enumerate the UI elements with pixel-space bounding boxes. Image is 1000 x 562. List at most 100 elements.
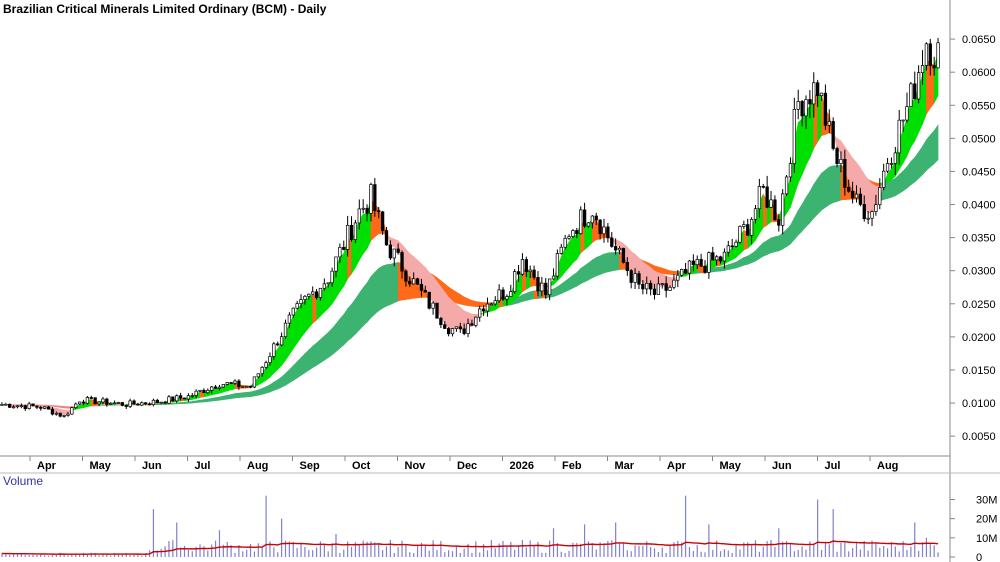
long-band-segment [160, 403, 166, 405]
volume-bar [242, 551, 244, 557]
volume-bar [440, 540, 442, 557]
candle-body [167, 396, 171, 404]
candle-body [660, 283, 664, 286]
short-band-segment [215, 387, 220, 395]
volume-bar [292, 542, 294, 557]
volume-bar [615, 522, 617, 557]
price-tick-label: 0.0550 [962, 100, 996, 112]
volume-bar [817, 499, 819, 557]
short-band-segment [339, 252, 345, 293]
volume-bar [211, 544, 213, 557]
volume-bar [191, 551, 193, 557]
long-band-segment [238, 392, 244, 398]
candle-body [248, 385, 253, 388]
volume-bar [226, 542, 228, 557]
candle-body [815, 82, 820, 97]
candle-body [738, 226, 742, 243]
candle-body [43, 406, 47, 409]
candle-body [715, 256, 719, 261]
volume-bar [863, 540, 865, 557]
candle-body [676, 274, 680, 281]
volume-bar [284, 540, 287, 557]
candle-body [353, 222, 358, 240]
volume-bar [739, 549, 741, 557]
candle-body [256, 373, 260, 378]
volume-bar [172, 540, 174, 557]
long-band-segment [382, 264, 387, 309]
volume-bar [409, 552, 411, 557]
candle-body [489, 303, 494, 306]
long-band-segment [48, 404, 53, 407]
volume-bar [323, 545, 325, 557]
price-tick-label: 0.0300 [962, 266, 996, 278]
volume-bar [747, 542, 749, 557]
month-tick-label: Sep [300, 460, 320, 472]
short-band-segment [592, 219, 597, 244]
volume-bar [700, 551, 702, 557]
volume-bar [238, 544, 240, 557]
volume-bar [642, 545, 644, 557]
long-band-segment [595, 255, 601, 277]
volume-bar [63, 554, 65, 557]
candle-body [474, 316, 478, 326]
volume-bar [886, 548, 889, 557]
volume-bar [529, 540, 531, 557]
candle-body [781, 193, 785, 226]
long-band-segment [898, 170, 904, 194]
volume-bar [420, 542, 423, 557]
candle-body [843, 158, 847, 188]
volume-bar [300, 542, 302, 557]
long-band-segment [335, 318, 341, 353]
volume-bar [413, 553, 415, 557]
long-band-segment [234, 392, 240, 399]
candle-body [540, 282, 544, 292]
volume-bar [809, 541, 811, 557]
candle-body [221, 384, 225, 388]
candle-body [516, 271, 521, 275]
long-band-segment [926, 134, 931, 172]
volume-bar [385, 546, 388, 557]
candle-body [443, 324, 447, 329]
candle-body [27, 403, 31, 409]
volume-bar [770, 540, 772, 557]
volume-bar [708, 524, 710, 557]
volume-bar [296, 548, 298, 557]
volume-bar [145, 553, 147, 557]
short-band-segment [797, 118, 803, 184]
candle-body [734, 241, 738, 247]
volume-bar [525, 547, 527, 557]
candle-body [664, 283, 668, 291]
month-tick-label: Jul [195, 460, 211, 472]
volume-bar [490, 540, 492, 557]
short-band-segment [409, 252, 414, 279]
candle-body [656, 283, 661, 295]
volume-bar [556, 543, 558, 557]
short-band-segment [856, 161, 861, 200]
volume-bar [595, 549, 597, 557]
long-band-segment [762, 239, 768, 257]
candle-body [513, 271, 517, 292]
long-band-segment [63, 406, 69, 409]
volume-bar [852, 548, 854, 557]
candle-body [563, 237, 567, 248]
candle-body [307, 293, 311, 297]
volume-bar [902, 541, 904, 557]
short-band-segment [642, 261, 648, 285]
month-tick-label: Aug [247, 460, 268, 472]
long-band-segment [351, 298, 356, 339]
volume-bar [397, 546, 399, 557]
short-band-segment [867, 178, 873, 214]
volume-bar [494, 548, 496, 557]
long-band-segment [817, 172, 822, 215]
candle-body [272, 343, 276, 357]
candle-body [924, 43, 929, 66]
candle-body [330, 270, 334, 284]
candle-body [194, 390, 198, 396]
candle-body [326, 282, 330, 285]
volume-bar [9, 555, 11, 557]
volume-bar [141, 555, 143, 557]
volume-bar [482, 544, 485, 557]
volume-bar [801, 546, 803, 557]
long-band-segment [242, 391, 247, 398]
